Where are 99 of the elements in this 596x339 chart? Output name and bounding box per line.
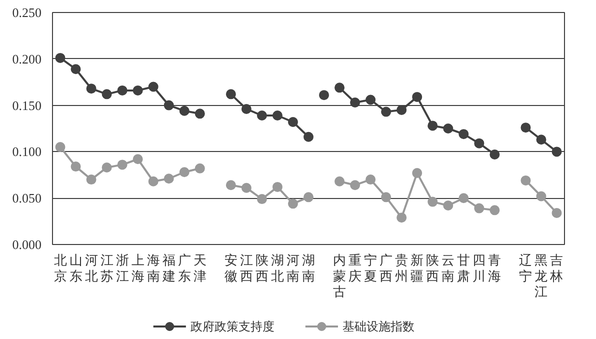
x-tick-label: 海南 bbox=[146, 252, 160, 284]
point bbox=[319, 90, 330, 100]
point bbox=[381, 106, 392, 117]
point bbox=[304, 132, 314, 142]
x-tick-label: 河北 bbox=[84, 252, 98, 284]
x-tick-label: 重庆 bbox=[348, 252, 362, 284]
point bbox=[428, 196, 438, 207]
x-tick-label: 上海 bbox=[131, 252, 144, 284]
point bbox=[164, 174, 174, 184]
point bbox=[55, 142, 66, 152]
point bbox=[350, 180, 360, 190]
point bbox=[396, 212, 407, 223]
point bbox=[86, 84, 96, 94]
x-tick-label: 宁夏 bbox=[364, 252, 378, 284]
x-tick-label: 云南 bbox=[442, 252, 455, 284]
point bbox=[164, 100, 174, 110]
point bbox=[132, 154, 143, 164]
point bbox=[552, 146, 562, 157]
x-tick-label: 河南 bbox=[286, 252, 300, 284]
point bbox=[148, 82, 158, 92]
x-tick-label: 内蒙古 bbox=[333, 252, 346, 299]
point bbox=[412, 168, 422, 178]
x-tick-label: 北京 bbox=[54, 252, 67, 284]
point bbox=[334, 82, 345, 93]
point bbox=[458, 129, 469, 140]
legend-label: 政府政策支持度 bbox=[190, 320, 275, 334]
point bbox=[179, 106, 190, 116]
point bbox=[350, 98, 360, 108]
point bbox=[272, 182, 282, 192]
x-tick-label: 甘肃 bbox=[457, 252, 470, 284]
x-tick-label: 青海 bbox=[488, 252, 502, 284]
point bbox=[86, 174, 96, 185]
y-tick-label: 0.000 bbox=[12, 237, 42, 252]
x-tick-label: 天津 bbox=[193, 252, 206, 284]
point bbox=[256, 110, 267, 120]
x-tick-label: 浙江 bbox=[116, 252, 129, 284]
y-tick-label: 0.250 bbox=[12, 5, 42, 20]
point bbox=[288, 198, 298, 209]
legend-label: 基础设施指数 bbox=[342, 320, 415, 334]
x-tick-label: 吉林 bbox=[549, 252, 564, 284]
point bbox=[536, 134, 546, 145]
point bbox=[117, 160, 128, 170]
point bbox=[490, 149, 500, 160]
point bbox=[474, 203, 484, 214]
y-tick-label: 0.050 bbox=[12, 190, 42, 206]
point bbox=[272, 110, 282, 120]
point bbox=[288, 117, 298, 127]
x-tick-label: 湖南 bbox=[302, 252, 315, 284]
x-tick-label: 江西 bbox=[240, 252, 253, 284]
x-tick-label: 山东 bbox=[69, 252, 82, 284]
point bbox=[443, 124, 454, 134]
point bbox=[366, 174, 376, 185]
point bbox=[366, 94, 376, 105]
point bbox=[194, 163, 205, 174]
point bbox=[132, 85, 143, 96]
x-tick-label: 四川 bbox=[472, 252, 486, 284]
point bbox=[520, 175, 531, 186]
point bbox=[256, 194, 267, 204]
point bbox=[334, 176, 345, 186]
point bbox=[304, 192, 314, 202]
y-tick-label: 0.200 bbox=[12, 51, 42, 66]
point bbox=[226, 180, 236, 190]
point bbox=[55, 52, 66, 63]
point bbox=[443, 200, 454, 211]
point bbox=[458, 193, 469, 204]
point bbox=[381, 192, 392, 202]
point bbox=[412, 92, 422, 102]
x-tick-label: 辽宁 bbox=[519, 252, 532, 284]
x-tick-label: 广东 bbox=[178, 252, 191, 284]
point bbox=[226, 89, 236, 100]
x-tick-label: 陕西 bbox=[426, 252, 440, 284]
x-tick-label: 贵州 bbox=[395, 252, 408, 284]
point bbox=[241, 104, 252, 114]
point bbox=[102, 89, 112, 100]
x-tick-label: 安徽 bbox=[224, 252, 238, 284]
point bbox=[428, 120, 438, 131]
x-tick-label: 黑龙江 bbox=[534, 252, 548, 299]
y-tick-label: 0.150 bbox=[12, 98, 42, 113]
point bbox=[102, 162, 112, 172]
x-tick-label: 福建 bbox=[161, 252, 176, 284]
point bbox=[474, 138, 484, 148]
point bbox=[194, 108, 205, 119]
point bbox=[241, 182, 252, 193]
point bbox=[490, 205, 500, 216]
point bbox=[396, 104, 407, 115]
x-tick-label: 湖北 bbox=[270, 252, 284, 284]
y-tick-label: 0.100 bbox=[12, 144, 42, 160]
point bbox=[70, 162, 81, 172]
point bbox=[179, 167, 190, 178]
point bbox=[70, 64, 81, 74]
point bbox=[552, 208, 562, 218]
x-tick-label: 新疆 bbox=[410, 252, 424, 284]
x-tick-label: 陕西 bbox=[255, 252, 268, 284]
x-tick-label: 江苏 bbox=[100, 252, 114, 284]
point bbox=[148, 176, 158, 186]
point bbox=[117, 85, 128, 96]
point bbox=[536, 191, 546, 202]
x-tick-label: 广西 bbox=[380, 252, 393, 284]
point bbox=[520, 122, 531, 133]
